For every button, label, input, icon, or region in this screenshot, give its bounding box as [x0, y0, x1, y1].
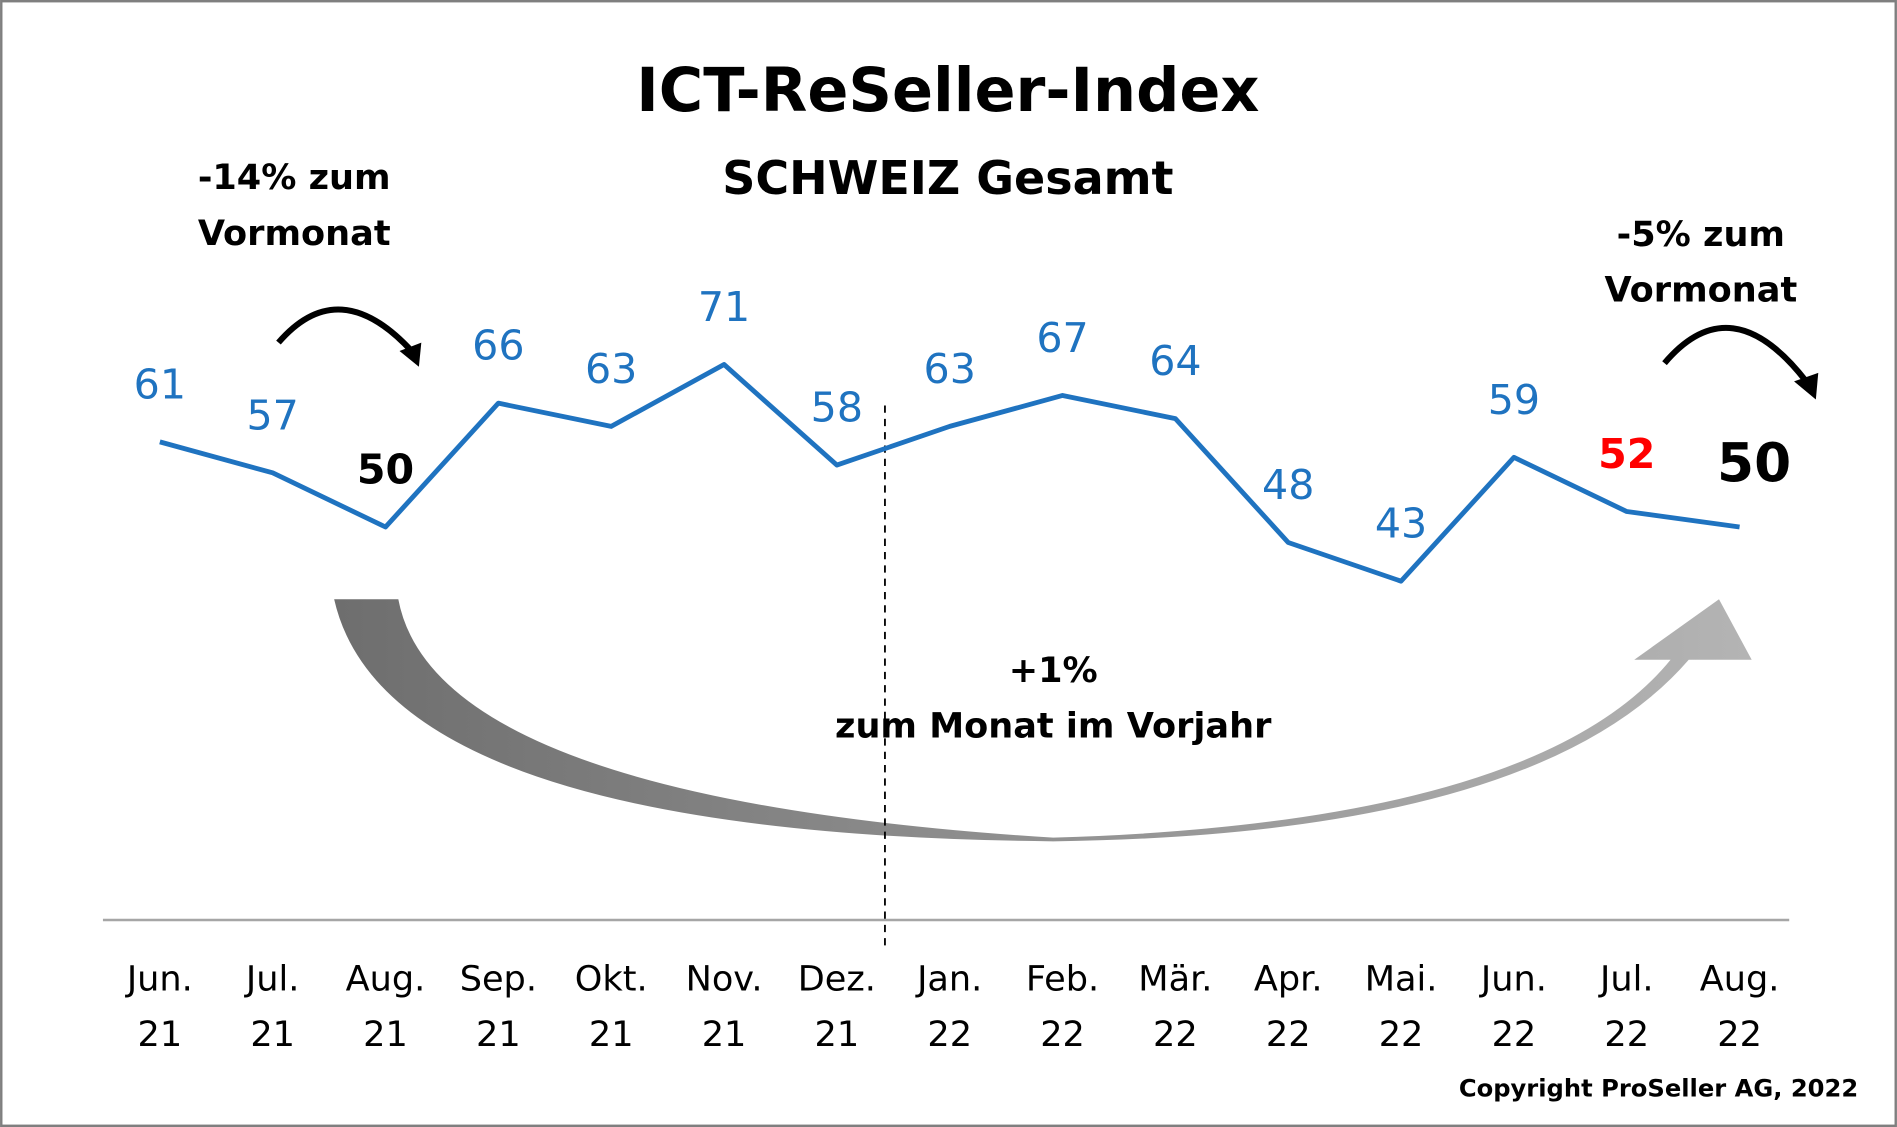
x-tick-label: Jan. 22 [915, 959, 982, 1056]
value-label: 50 [1717, 432, 1791, 494]
value-label: 43 [1375, 500, 1427, 548]
value-label: 59 [1488, 376, 1540, 424]
value-label: 50 [357, 446, 414, 494]
x-tick-label: Dez. 21 [798, 959, 876, 1056]
line [159, 362, 1740, 584]
value-label: 48 [1262, 461, 1314, 509]
value-label: 63 [585, 345, 637, 393]
chart-subtitle: SCHWEIZ Gesamt [722, 151, 1173, 205]
x-tick-label: Jun. 22 [1479, 959, 1547, 1056]
copyright: Copyright ProSeller AG, 2022 [1459, 1074, 1858, 1102]
value-label: 57 [247, 391, 299, 439]
value-label: 67 [1036, 314, 1088, 362]
x-tick-label: Jul. 22 [1598, 959, 1653, 1056]
value-label: 71 [698, 283, 750, 331]
annotations: -14% zum Vormonat -5% zum Vormonat +1% zum Mo… [198, 157, 1797, 746]
value-label: 58 [811, 384, 863, 432]
x-tick-label: Aug. 21 [346, 959, 426, 1056]
x-tick-label: Sep. 21 [460, 959, 537, 1056]
value-label: 52 [1598, 430, 1655, 478]
annotation: -5% zum Vormonat [1604, 214, 1797, 311]
x-tick-label: Aug. 22 [1700, 959, 1780, 1056]
x-tick-label: Mär. 22 [1138, 959, 1212, 1056]
chart-title: ICT-ReSeller-Index [636, 56, 1259, 126]
arrow-left [276, 306, 414, 354]
annotation: +1% zum Monat im Vorjahr [835, 650, 1272, 747]
x-tick-label: Apr. 22 [1254, 959, 1323, 1056]
arrow-head [1794, 372, 1819, 400]
arrow-head [399, 342, 422, 367]
annotation: -14% zum Vormonat [198, 157, 391, 254]
x-tick-label: Mai. 22 [1365, 959, 1438, 1056]
x-tick-label: Feb. 22 [1026, 959, 1099, 1056]
arrow-right [1662, 324, 1809, 384]
x-tick-label: Okt. 21 [575, 959, 648, 1056]
x-tick-label: Jul. 21 [244, 959, 300, 1056]
value-label: 64 [1149, 337, 1201, 385]
x-tick-label: Jun. 21 [125, 959, 193, 1056]
x-tick-label: Nov. 21 [686, 959, 763, 1056]
value-label: 61 [134, 360, 186, 408]
value-label: 63 [924, 345, 976, 393]
value-label: 66 [472, 322, 524, 370]
